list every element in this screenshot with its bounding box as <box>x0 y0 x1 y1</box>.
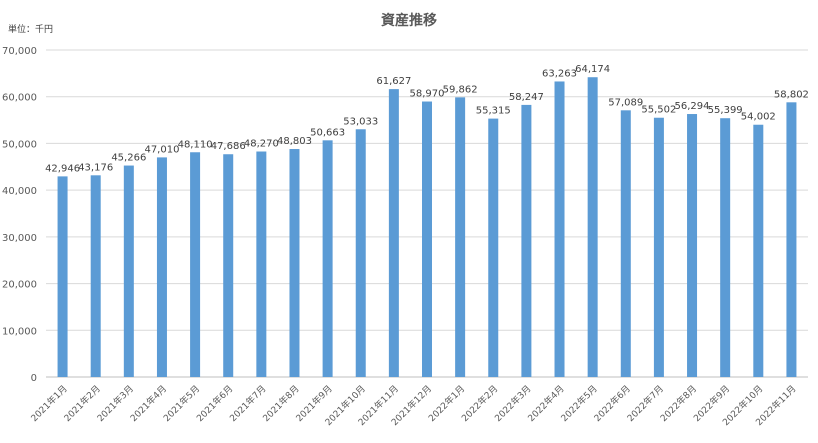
data-label: 57,089 <box>608 97 643 108</box>
bar <box>753 124 764 377</box>
data-label: 58,247 <box>509 92 544 103</box>
data-label: 55,399 <box>708 105 743 116</box>
data-label: 64,174 <box>575 64 610 75</box>
data-label: 48,270 <box>244 139 279 150</box>
data-labels: 42,94643,17645,26647,01048,11047,68648,2… <box>45 64 809 174</box>
bar <box>256 151 267 377</box>
y-tick-label: 0 <box>31 373 37 384</box>
y-tick-label: 60,000 <box>2 93 37 104</box>
data-label: 50,663 <box>310 127 345 138</box>
unit-label: 単位：千円 <box>8 23 53 35</box>
bar <box>223 154 234 377</box>
y-tick-label: 20,000 <box>2 280 37 291</box>
data-label: 61,627 <box>376 76 411 87</box>
bar <box>388 89 399 378</box>
data-label: 59,862 <box>443 84 478 95</box>
bar <box>720 118 731 378</box>
bar <box>355 129 366 377</box>
data-label: 53,033 <box>343 116 378 127</box>
chart-title: 資産推移 <box>381 12 437 29</box>
y-axis-ticks: 0 10,000 20,000 30,000 40,000 50,000 60,000 70,… <box>2 46 37 384</box>
data-label: 54,002 <box>741 112 776 123</box>
bar <box>620 110 631 378</box>
bar <box>587 77 598 377</box>
data-label: 48,803 <box>277 136 312 147</box>
y-tick-label: 40,000 <box>2 186 37 197</box>
data-label: 55,315 <box>476 106 511 117</box>
bar <box>422 101 432 378</box>
data-label: 48,110 <box>178 139 213 150</box>
y-tick-label: 70,000 <box>2 46 37 57</box>
data-label: 45,266 <box>111 153 146 164</box>
data-label: 43,176 <box>78 162 113 173</box>
bar <box>57 176 68 377</box>
y-tick-label: 50,000 <box>2 139 37 150</box>
data-label: 56,294 <box>675 101 710 112</box>
bar <box>322 140 333 377</box>
bar <box>190 152 201 377</box>
bar <box>156 157 167 377</box>
bar <box>521 104 532 378</box>
data-label: 47,686 <box>211 141 246 152</box>
bar <box>687 114 698 377</box>
data-label: 58,802 <box>774 89 809 100</box>
bar <box>653 117 664 377</box>
x-axis-ticks: 2021年1月2021年2月2021年3月2021年4月2021年5月2021年… <box>28 383 798 429</box>
data-label: 55,502 <box>641 105 676 116</box>
bar <box>123 165 134 377</box>
data-label: 63,263 <box>542 68 577 79</box>
data-label: 42,946 <box>45 163 80 174</box>
bar <box>455 97 466 377</box>
bar <box>554 81 565 378</box>
bar <box>488 118 499 378</box>
bar <box>289 149 300 377</box>
data-label: 58,970 <box>410 89 445 100</box>
bars <box>57 77 797 378</box>
data-label: 47,010 <box>144 144 179 155</box>
y-tick-label: 30,000 <box>2 233 37 244</box>
y-tick-label: 10,000 <box>2 326 37 337</box>
bar <box>90 175 101 377</box>
bar <box>786 102 797 377</box>
